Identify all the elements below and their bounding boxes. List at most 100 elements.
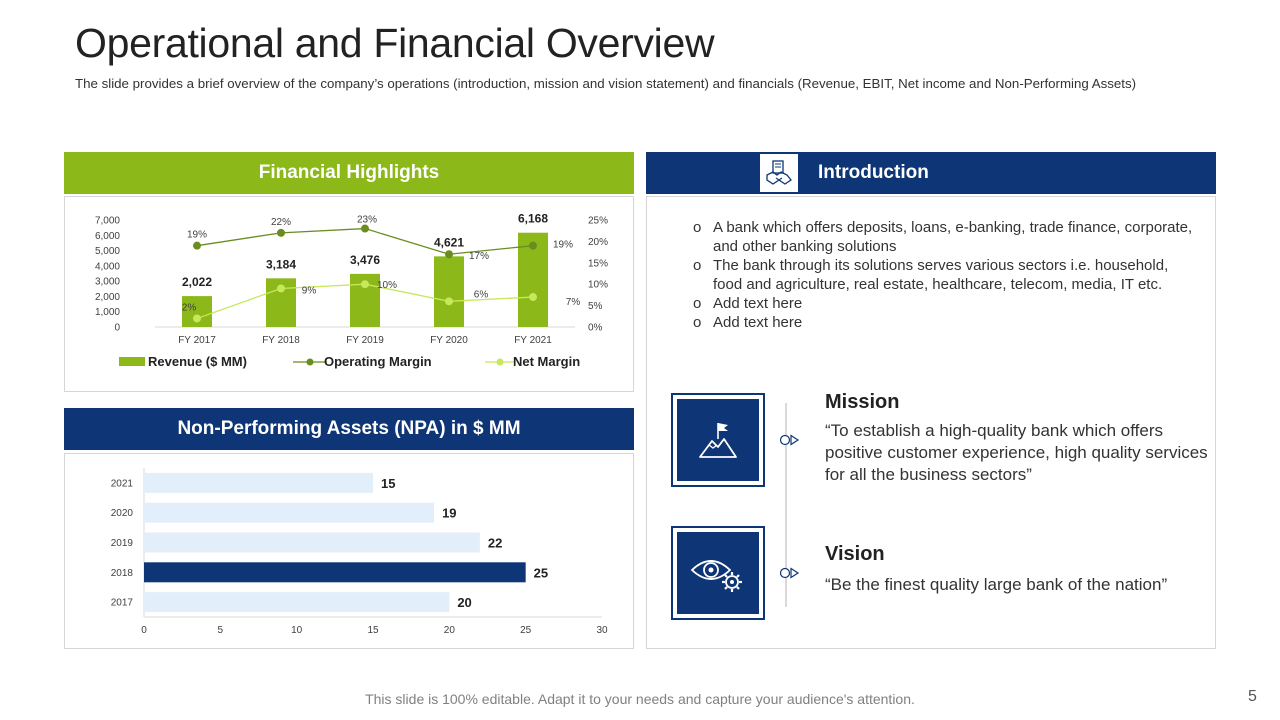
npa-bar (144, 472, 373, 493)
bullet-marker: o (693, 314, 702, 331)
vision-text: “Be the finest quality large bank of the… (825, 575, 1168, 594)
npa-bar (144, 562, 526, 583)
x-tick-label: 25 (520, 625, 532, 636)
introduction-panel: o A bank which offers deposits, loans, e-… (646, 196, 1216, 649)
npa-data-label: 20 (457, 595, 471, 610)
bullet-text: Add text here (713, 314, 803, 331)
y-tick-label: 2018 (111, 568, 134, 579)
vision-title: Vision (825, 543, 885, 565)
npa-bar (144, 592, 450, 613)
operating-margin-point (445, 250, 453, 259)
x-tick-label: 30 (596, 625, 608, 636)
revenue-data-label: 2,022 (182, 275, 212, 289)
page-subtitle: The slide provides a brief overview of t… (75, 76, 1137, 91)
operating-margin-data-label: 23% (357, 215, 377, 226)
net-margin-data-label: 10% (377, 280, 397, 291)
mission-connector-icon (779, 434, 800, 446)
x-tick-label: FY 2019 (346, 335, 384, 346)
vision-icon-frame (671, 526, 765, 620)
operating-margin-point (529, 241, 537, 250)
npa-chart-panel: 2021 15 2020 19 2019 22 2018 25 2017 20 0 5 10 15 20 25… (64, 453, 634, 649)
y-tick-label: 2019 (111, 538, 134, 549)
bullet-text: Add text here (713, 295, 803, 312)
legend-net-margin-label: Net Margin (513, 354, 580, 369)
net-margin-point (529, 293, 537, 302)
net-margin-data-label: 2% (182, 302, 197, 313)
npa-title: Non-Performing Assets (NPA) in $ MM (177, 418, 521, 439)
npa-bar (144, 502, 435, 523)
page-title: Operational and Financial Overview (75, 20, 715, 66)
net-margin-data-label: 9% (302, 285, 317, 296)
legend-operating-margin-label: Operating Margin (324, 354, 432, 369)
y-right-tick-label: 0% (588, 323, 603, 334)
npa-data-label: 25 (534, 565, 548, 580)
legend-net-margin-marker (496, 358, 504, 366)
x-tick-label: FY 2017 (178, 335, 216, 346)
x-tick-label: 10 (291, 625, 303, 636)
npa-bar (144, 532, 480, 553)
y-right-tick-label: 25% (588, 216, 608, 227)
timeline-divider (785, 403, 787, 607)
operating-margin-data-label: 17% (469, 251, 489, 262)
y-left-tick-label: 0 (114, 323, 120, 334)
operating-margin-data-label: 19% (553, 240, 573, 251)
x-tick-label: 5 (218, 625, 224, 636)
y-left-tick-label: 1,000 (95, 307, 120, 318)
net-margin-point (277, 284, 285, 293)
introduction-bullet-list: o A bank which offers deposits, loans, e-… (693, 218, 1193, 332)
financial-highlights-header: Financial Highlights (64, 152, 634, 194)
legend-revenue-swatch (119, 357, 145, 366)
x-tick-label: FY 2020 (430, 335, 468, 346)
introduction-header: Introduction (646, 152, 1216, 194)
handshake-icon (760, 154, 798, 192)
list-item: o Add text here (693, 294, 1193, 313)
net-margin-data-label: 6% (474, 289, 489, 300)
y-left-tick-label: 5,000 (95, 246, 120, 257)
y-right-tick-label: 15% (588, 258, 608, 269)
list-item: o The bank through its solutions serves v… (693, 256, 1193, 294)
y-right-tick-label: 20% (588, 237, 608, 248)
bullet-marker: o (693, 219, 702, 236)
operating-margin-point (277, 228, 285, 237)
bullet-marker: o (693, 257, 702, 274)
financial-highlights-title: Financial Highlights (258, 162, 440, 183)
npa-header: Non-Performing Assets (NPA) in $ MM (64, 408, 634, 450)
x-tick-label: 0 (141, 625, 147, 636)
revenue-data-label: 6,168 (518, 212, 548, 226)
net-margin-point (445, 297, 453, 306)
y-right-tick-label: 10% (588, 280, 608, 291)
financial-combo-chart: 0 1,000 2,000 3,000 4,000 5,000 6,000 7,000 0% 5%… (95, 212, 608, 369)
operating-margin-point (193, 241, 201, 250)
revenue-data-label: 3,476 (350, 253, 380, 267)
y-left-tick-label: 3,000 (95, 277, 120, 288)
x-tick-label: FY 2018 (262, 335, 300, 346)
bullet-marker: o (693, 295, 702, 312)
y-tick-label: 2020 (111, 508, 134, 519)
x-tick-label: FY 2021 (514, 335, 552, 346)
y-left-tick-label: 2,000 (95, 292, 120, 303)
footer-note: This slide is 100% editable. Adapt it to… (365, 691, 915, 707)
net-margin-point (193, 314, 201, 323)
introduction-title: Introduction (818, 162, 929, 183)
npa-bar-chart: 2021 15 2020 19 2019 22 2018 25 2017 20 0 5 10 15 20 25… (111, 468, 608, 636)
x-tick-label: 15 (367, 625, 379, 636)
mission-title: Mission (825, 391, 900, 413)
npa-data-label: 22 (488, 536, 502, 551)
y-left-tick-label: 7,000 (95, 216, 120, 227)
npa-data-label: 19 (442, 506, 456, 521)
y-right-tick-label: 5% (588, 301, 603, 312)
revenue-data-label: 4,621 (434, 235, 464, 249)
operating-margin-point (361, 224, 369, 233)
mission-text: “To establish a high-quality bank which … (825, 421, 1208, 484)
list-item: o A bank which offers deposits, loans, e-… (693, 218, 1193, 256)
revenue-bar (434, 256, 464, 327)
y-tick-label: 2021 (111, 478, 134, 489)
eye-gear-icon (677, 532, 759, 614)
y-tick-label: 2017 (111, 598, 134, 609)
revenue-data-label: 3,184 (266, 257, 296, 271)
list-item: o Add text here (693, 313, 1193, 332)
y-left-tick-label: 4,000 (95, 261, 120, 272)
financial-chart-panel: 0 1,000 2,000 3,000 4,000 5,000 6,000 7,000 0% 5%… (64, 196, 634, 392)
bullet-text: A bank which offers deposits, loans, e-b… (713, 219, 1193, 255)
mission-icon-frame (671, 393, 765, 487)
